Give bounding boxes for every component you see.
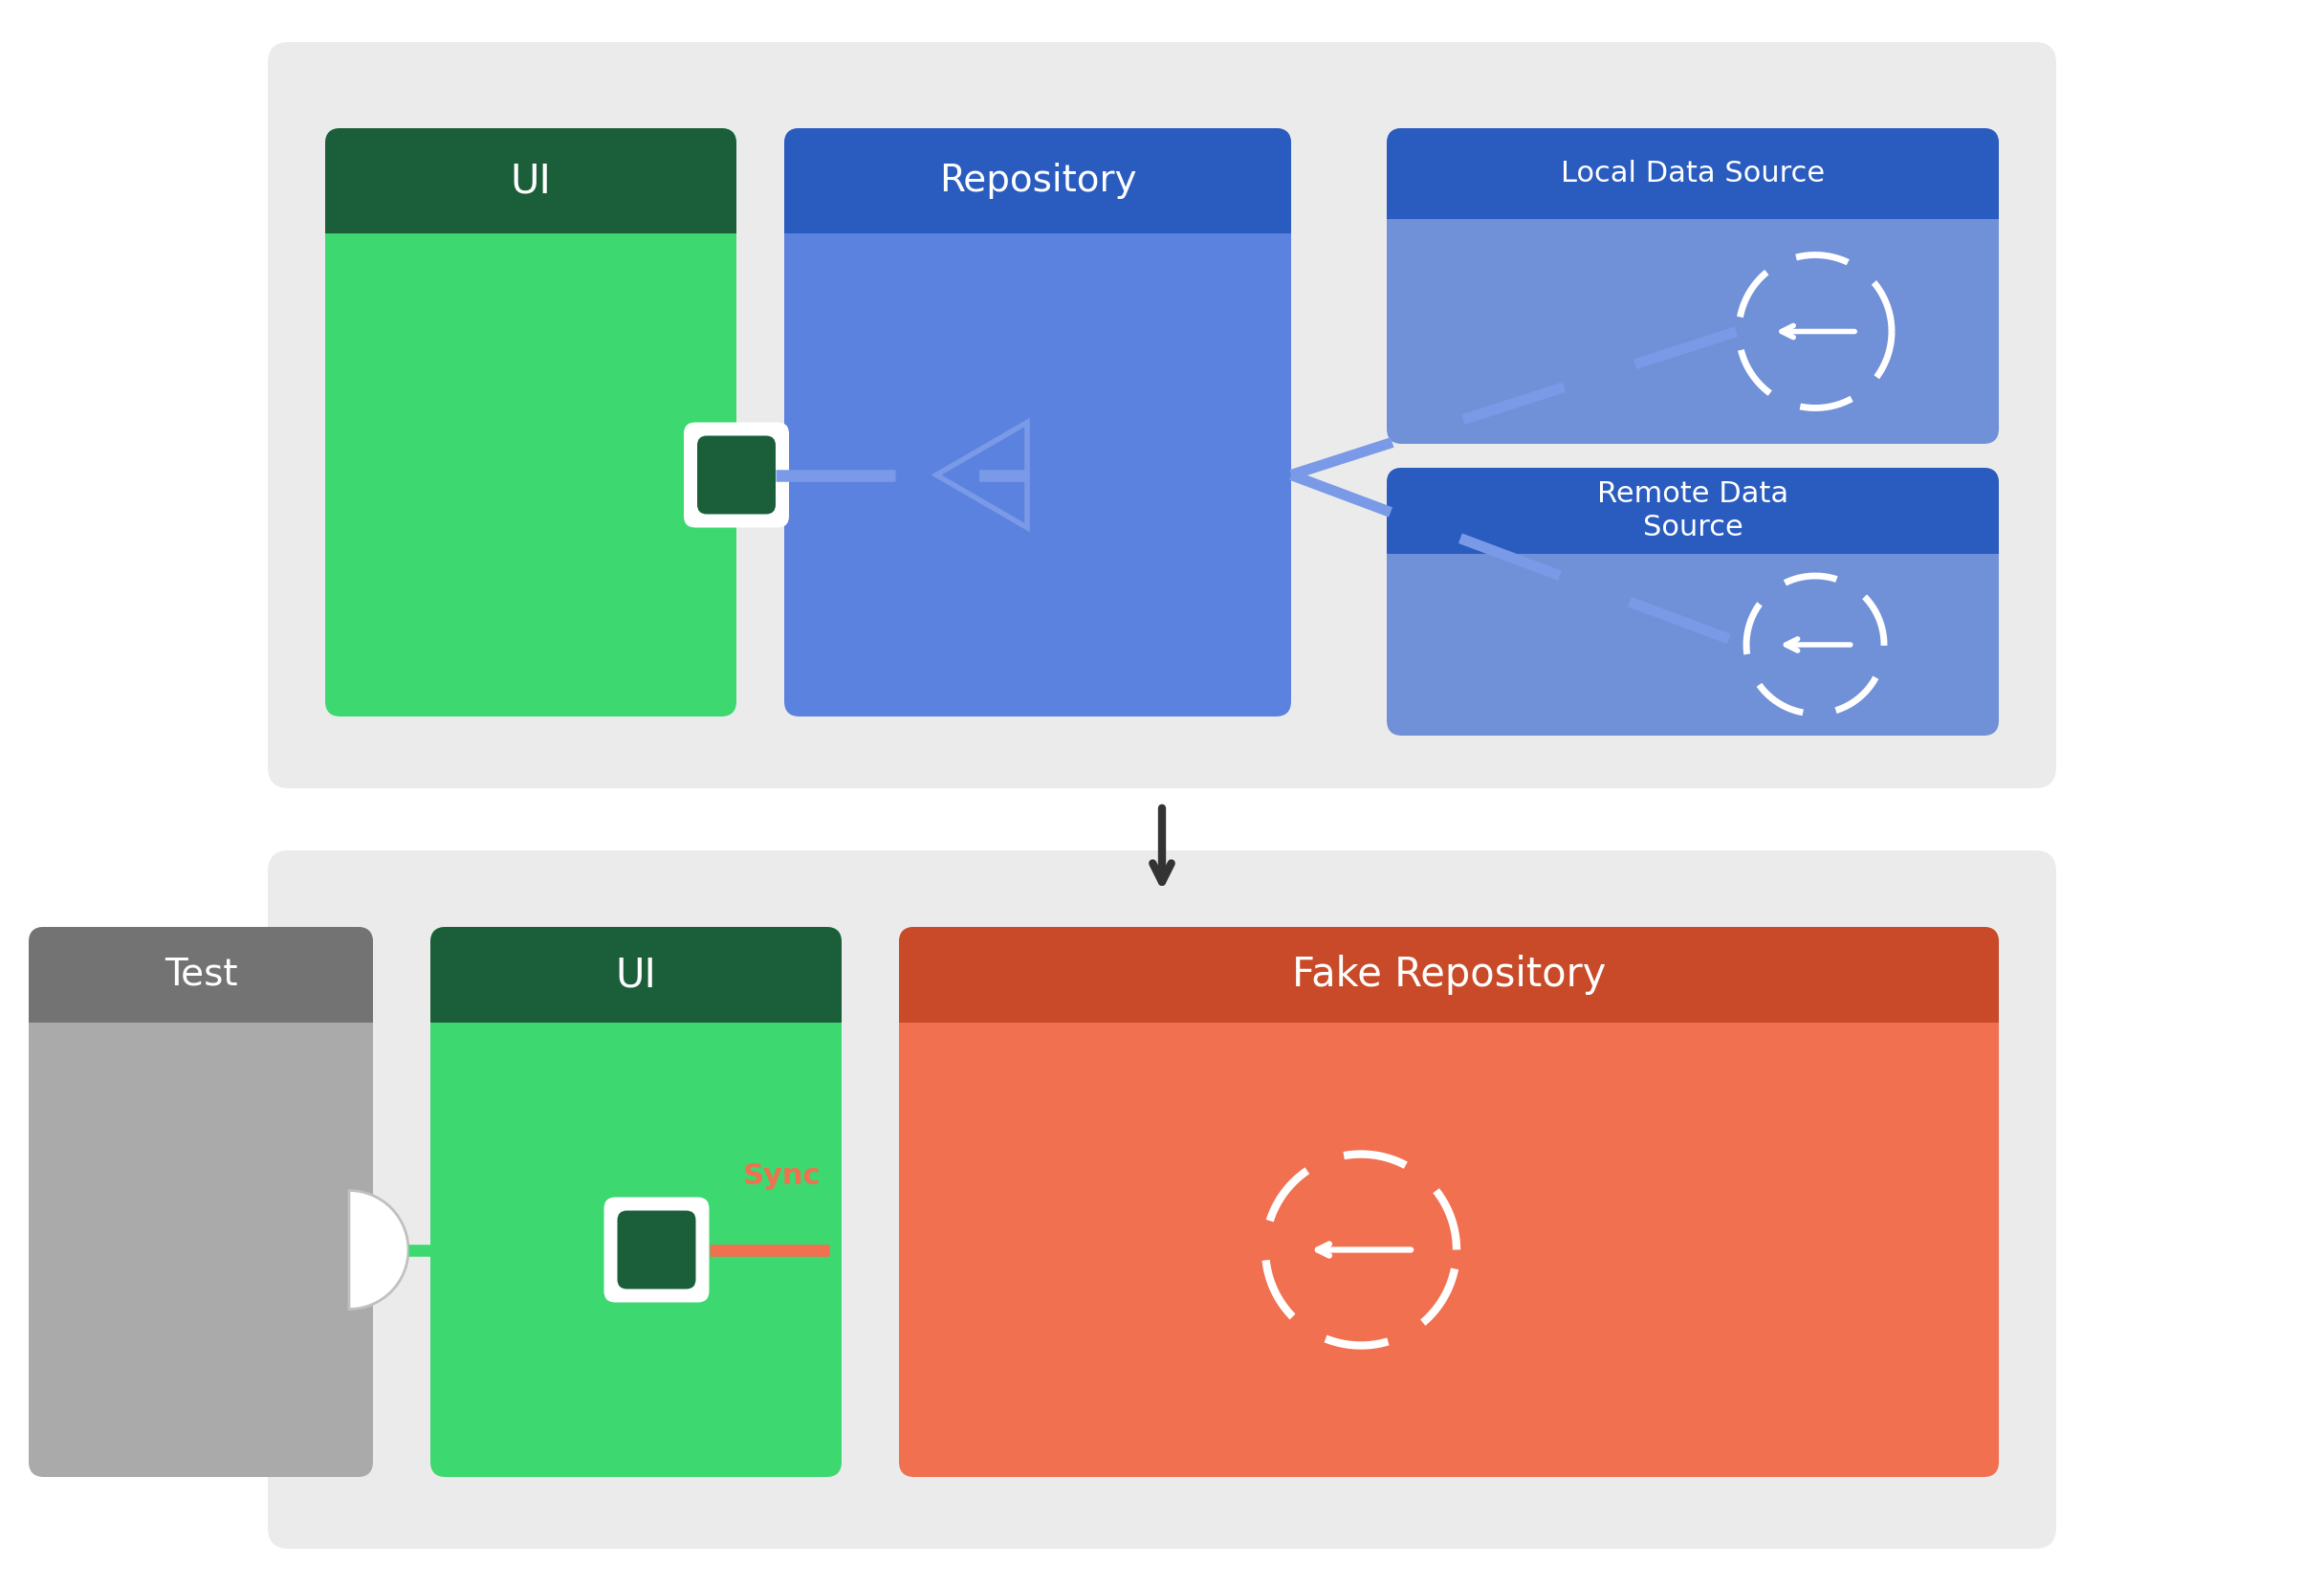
Text: Async: Async [788, 390, 885, 417]
Text: Fake Repository: Fake Repository [1292, 955, 1606, 995]
FancyBboxPatch shape [1387, 468, 1999, 554]
Text: Remote Data
Source: Remote Data Source [1597, 479, 1789, 541]
FancyBboxPatch shape [783, 129, 1292, 716]
FancyBboxPatch shape [899, 927, 1999, 1022]
FancyBboxPatch shape [683, 422, 790, 527]
Bar [28, 1006, 372, 1022]
FancyBboxPatch shape [430, 927, 841, 1477]
FancyBboxPatch shape [1387, 468, 1999, 736]
Bar [899, 1006, 1999, 1022]
Bar [325, 217, 737, 233]
Text: UI: UI [616, 955, 655, 995]
FancyBboxPatch shape [430, 927, 841, 1022]
Text: UI: UI [511, 160, 551, 202]
Text: Repository: Repository [939, 162, 1136, 198]
FancyBboxPatch shape [325, 129, 737, 716]
Bar [430, 1006, 841, 1022]
FancyBboxPatch shape [267, 851, 2057, 1549]
FancyBboxPatch shape [783, 129, 1292, 233]
FancyBboxPatch shape [604, 1197, 709, 1303]
FancyBboxPatch shape [1387, 129, 1999, 444]
FancyBboxPatch shape [325, 129, 737, 233]
Text: Local Data Source: Local Data Source [1562, 160, 1824, 187]
FancyBboxPatch shape [618, 1211, 695, 1289]
FancyBboxPatch shape [697, 436, 776, 514]
FancyBboxPatch shape [28, 927, 372, 1477]
Bar [1387, 538, 1999, 554]
FancyBboxPatch shape [1387, 129, 1999, 219]
FancyBboxPatch shape [267, 43, 2057, 789]
Bar [783, 217, 1292, 233]
FancyBboxPatch shape [899, 927, 1999, 1477]
Text: Test: Test [165, 957, 237, 993]
Wedge shape [349, 1190, 409, 1309]
FancyBboxPatch shape [28, 927, 372, 1022]
Text: Sync: Sync [744, 1163, 820, 1190]
Bar [1387, 203, 1999, 219]
